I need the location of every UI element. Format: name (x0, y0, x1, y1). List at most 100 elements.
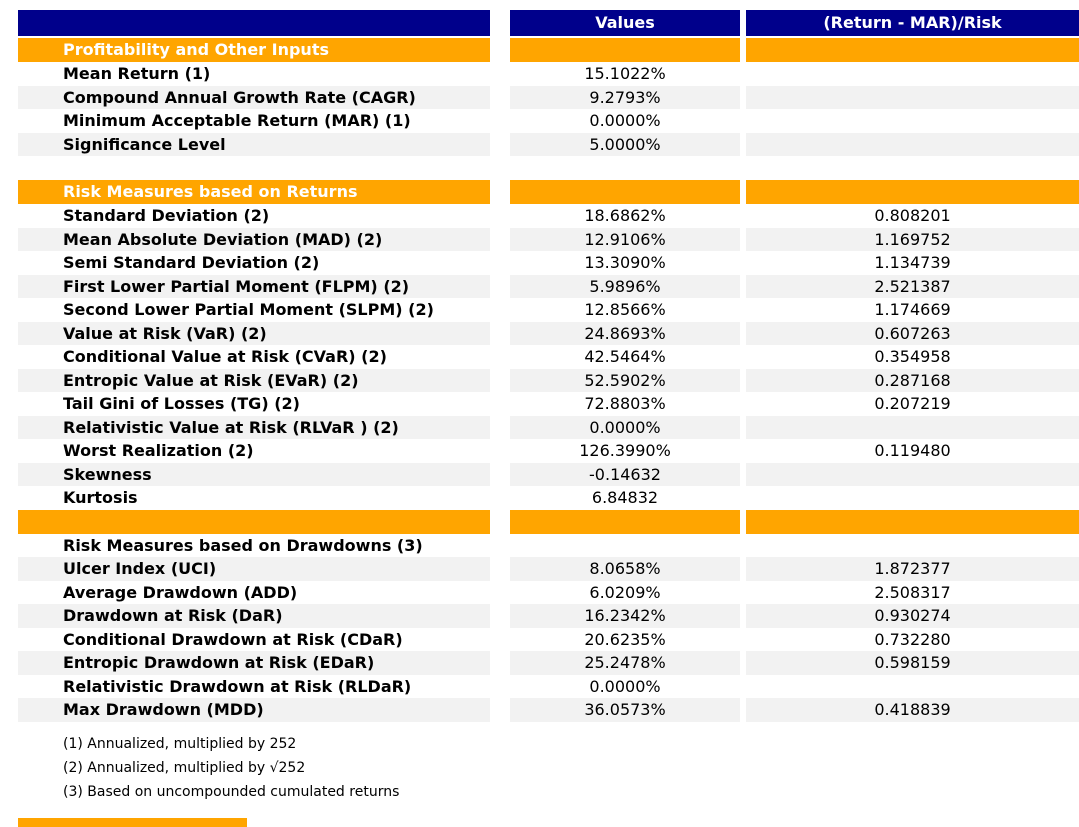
data-row: Relativistic Value at Risk (RLVaR ) (2) 0… (18, 415, 1079, 439)
row-label: Semi Standard Deviation (2) (63, 253, 320, 272)
report-table-body: Profitability and Other Inputs Mean Retur… (18, 38, 1079, 722)
section-label: Risk Measures based on Returns (18, 180, 490, 204)
data-row: Mean Return (1) 15.1022% (18, 62, 1079, 86)
row-ratio: 0.732280 (874, 629, 951, 649)
footnotes: (1) Annualized, multiplied by 252 (2) An… (18, 732, 1079, 804)
row-ratio (746, 62, 1079, 86)
row-value: -0.14632 (510, 462, 740, 486)
row-value: 6.0209% (589, 582, 661, 602)
footnote-3: (3) Based on uncompounded cumulated retu… (63, 783, 400, 800)
data-row: Value at Risk (VaR) (2) 24.8693% 0.607263 (18, 321, 1079, 345)
row-label: Ulcer Index (UCI) (18, 557, 490, 581)
row-ratio: 0.119480 (874, 441, 951, 460)
section-cell (746, 180, 1079, 204)
data-row: First Lower Partial Moment (FLPM) (2) 5.9… (18, 274, 1079, 298)
data-row: Drawdown at Risk (DaR) 16.2342% 0.930274 (18, 604, 1079, 628)
row-label: Entropic Drawdown at Risk (EDaR) (18, 651, 490, 675)
subsection-label: Risk Measures based on Drawdowns (3) (63, 535, 423, 555)
empty-cell (510, 534, 740, 558)
row-value: 13.3090% (584, 253, 666, 272)
section-cell (746, 38, 1079, 62)
data-row: Minimum Acceptable Return (MAR) (1) 0.000… (18, 109, 1079, 133)
row-ratio (746, 462, 1079, 486)
data-row: Ulcer Index (UCI) 8.0658% 1.872377 (18, 557, 1079, 581)
row-ratio: 1.174669 (874, 300, 951, 319)
row-label: Mean Absolute Deviation (MAD) (2) (18, 227, 490, 251)
row-ratio: 1.169752 (746, 227, 1079, 251)
section-cell (510, 38, 740, 62)
row-label: Relativistic Drawdown at Risk (RLDaR) (63, 676, 412, 696)
data-row: Standard Deviation (2) 18.6862% 0.808201 (18, 204, 1079, 228)
row-label: Compound Annual Growth Rate (CAGR) (18, 85, 490, 109)
row-value: 18.6862% (584, 206, 666, 225)
data-row: Tail Gini of Losses (TG) (2) 72.8803% 0.20… (18, 392, 1079, 416)
values-column-header: Values (510, 10, 740, 36)
row-ratio: 0.930274 (746, 604, 1079, 628)
footnote-1: (1) Annualized, multiplied by 252 (63, 735, 297, 752)
row-ratio: 0.607263 (746, 321, 1079, 345)
row-value: 126.3990% (579, 441, 671, 460)
section-cell (746, 509, 1079, 534)
footnote-2: (2) Annualized, multiplied by √252 (63, 759, 306, 776)
data-row: Relativistic Drawdown at Risk (RLDaR) 0.0… (18, 675, 1079, 699)
row-label: Significance Level (18, 132, 490, 156)
row-value: 20.6235% (584, 629, 666, 649)
row-label: Standard Deviation (2) (63, 206, 270, 225)
row-label: Drawdown at Risk (DaR) (18, 604, 490, 628)
section-header-row: Profitability and Other Inputs (18, 38, 1079, 62)
row-ratio (746, 132, 1079, 156)
row-label: Conditional Value at Risk (CVaR) (2) (63, 347, 387, 366)
row-ratio: 0.598159 (746, 651, 1079, 675)
section-label: Profitability and Other Inputs (18, 38, 490, 62)
section-header-row (18, 509, 1079, 534)
report-table: Values (Return - MAR)/Risk Profitability… (18, 10, 1079, 804)
row-ratio: 2.521387 (746, 274, 1079, 298)
section-cell (510, 180, 740, 204)
row-label: Second Lower Partial Moment (SLPM) (2) (63, 300, 434, 319)
bottom-orange-band (18, 818, 247, 827)
row-value: 42.5464% (584, 347, 666, 366)
table-header-row: Values (Return - MAR)/Risk (18, 10, 1079, 36)
row-ratio (746, 109, 1079, 133)
row-value: 16.2342% (510, 604, 740, 628)
row-value: 25.2478% (510, 651, 740, 675)
row-label: Mean Return (1) (63, 64, 211, 83)
data-row: Max Drawdown (MDD) 36.0573% 0.418839 (18, 698, 1079, 722)
row-ratio: 0.287168 (746, 368, 1079, 392)
row-ratio: 0.808201 (874, 206, 951, 225)
row-ratio: 0.354958 (874, 347, 951, 366)
row-ratio: 1.872377 (746, 557, 1079, 581)
row-label: Kurtosis (63, 488, 138, 507)
header-blank-cell (18, 10, 490, 36)
data-row: Semi Standard Deviation (2) 13.3090% 1.134… (18, 251, 1079, 275)
row-value: 5.9896% (510, 274, 740, 298)
section-header-row: Risk Measures based on Returns (18, 180, 1079, 204)
data-row: Significance Level 5.0000% (18, 132, 1079, 156)
row-value: 6.84832 (591, 488, 659, 507)
row-label: Entropic Value at Risk (EVaR) (2) (18, 368, 490, 392)
row-ratio: 0.418839 (746, 698, 1079, 722)
data-row: Conditional Drawdown at Risk (CDaR) 20.62… (18, 628, 1079, 652)
section-label (18, 509, 490, 534)
row-value: 0.0000% (510, 415, 740, 439)
row-value: 12.9106% (510, 227, 740, 251)
row-ratio (746, 486, 1079, 510)
empty-cell (746, 534, 1079, 558)
row-value: 8.0658% (510, 557, 740, 581)
row-value: 0.0000% (589, 676, 661, 696)
row-label: Conditional Drawdown at Risk (CDaR) (63, 629, 403, 649)
data-row: Skewness -0.14632 (18, 462, 1079, 486)
row-label: Value at Risk (VaR) (2) (18, 321, 490, 345)
row-ratio: 0.207219 (874, 394, 951, 413)
ratio-column-header: (Return - MAR)/Risk (746, 10, 1079, 36)
row-label: Skewness (18, 462, 490, 486)
data-row: Conditional Value at Risk (CVaR) (2) 42.5… (18, 345, 1079, 369)
row-label: Average Drawdown (ADD) (63, 582, 298, 602)
row-label: Minimum Acceptable Return (MAR) (1) (63, 111, 411, 130)
row-value: 36.0573% (510, 698, 740, 722)
row-value: 24.8693% (510, 321, 740, 345)
row-label: Worst Realization (2) (63, 441, 254, 460)
row-value: 5.0000% (510, 132, 740, 156)
data-row: Kurtosis 6.84832 (18, 486, 1079, 510)
data-row: Entropic Drawdown at Risk (EDaR) 25.2478%… (18, 651, 1079, 675)
